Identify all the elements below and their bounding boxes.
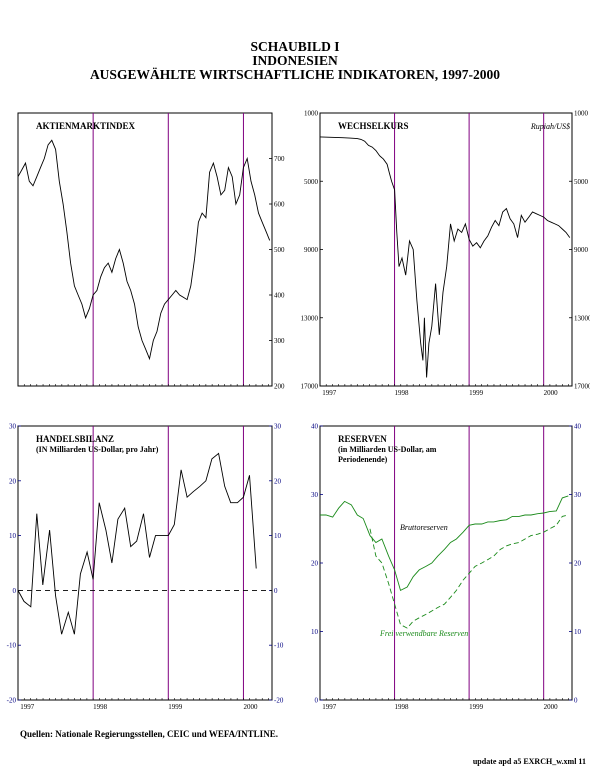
chart4-left-label-4: 40 xyxy=(311,423,319,431)
chart4-right-label-2: 20 xyxy=(574,560,582,568)
chart4-left-label-1: 10 xyxy=(311,628,319,636)
chart3-title: HANDELSBILANZ xyxy=(36,434,114,444)
chart2-left-label-3: 13000 xyxy=(301,314,319,322)
chart4-x-label-3: 2000 xyxy=(544,703,559,711)
chart1-right-label-2: 400 xyxy=(274,292,285,300)
figure-titles: SCHAUBILD I INDONESIEN AUSGEWÄHLTE WIRTS… xyxy=(0,40,590,82)
chart3-left-label-0: -20 xyxy=(7,697,17,705)
chart3-right-label-2: 0 xyxy=(274,587,278,595)
chart2-left-label-1: 5000 xyxy=(304,178,319,186)
chart4-right-label-3: 30 xyxy=(574,491,582,499)
chart3-series-0 xyxy=(17,452,257,635)
chart3-left-label-3: 10 xyxy=(9,532,17,540)
chart3-subtitle: (IN Milliarden US-Dollar, pro Jahr) xyxy=(36,445,159,454)
chart3-right-label-1: -10 xyxy=(274,642,284,650)
chart3-right-label-5: 30 xyxy=(274,423,282,431)
chart3-x-label-3: 2000 xyxy=(243,703,258,711)
figure-country: INDONESIEN xyxy=(252,53,338,68)
chart4-right-label-0: 0 xyxy=(574,697,578,705)
chart2-x-label-1: 1998 xyxy=(395,389,410,397)
chart2-unit-annotation: Rupiah/US$ xyxy=(530,122,570,131)
chart4-right-label-4: 40 xyxy=(574,423,582,431)
chart1-right-label-4: 600 xyxy=(274,201,285,209)
chart3-x-label-1: 1998 xyxy=(93,703,108,711)
chart4-subtitle-0: (in Milliarden US-Dollar, am xyxy=(338,445,437,454)
chart1-right-label-1: 300 xyxy=(274,337,285,345)
chart2-right-label-0: 1000 xyxy=(574,110,589,118)
chart2-x-label-0: 1997 xyxy=(322,389,337,397)
chart4-frame xyxy=(319,425,573,701)
chart4-series-frei-verwendbare-reserven xyxy=(369,514,569,629)
chart4-subtitle-1: Periodenende) xyxy=(338,455,388,464)
chart3-right-label-4: 20 xyxy=(274,477,282,485)
chart2-right-label-4: 17000 xyxy=(574,383,590,391)
chart3-right-label-0: -20 xyxy=(274,697,284,705)
chart4-series-bruttoreserven xyxy=(320,495,569,592)
chart4-left-label-2: 20 xyxy=(311,560,319,568)
chart3-frame xyxy=(17,425,273,701)
chart4-label-frei: Frei verwendbare Reserven xyxy=(379,629,468,638)
chart3-x-label-2: 1999 xyxy=(168,703,183,711)
chart4-right-label-1: 10 xyxy=(574,628,582,636)
chart4-x-label-1: 1998 xyxy=(395,703,410,711)
chart3-left-label-5: 30 xyxy=(9,423,17,431)
chart3-x-label-0: 1997 xyxy=(20,703,35,711)
chart4-left-label-3: 30 xyxy=(311,491,319,499)
chart3-right-label-3: 10 xyxy=(274,532,282,540)
source-note: Quellen: Nationale Regierungsstellen, CE… xyxy=(20,729,278,739)
chart1-title: AKTIENMARKTINDEX xyxy=(36,121,136,131)
chart4-left-label-0: 0 xyxy=(315,697,319,705)
chart2-left-label-2: 9000 xyxy=(304,246,319,254)
chart4-x-label-0: 1997 xyxy=(322,703,337,711)
figure-title: SCHAUBILD I xyxy=(250,39,340,54)
chart3-left-label-4: 20 xyxy=(9,477,17,485)
chart1-right-label-3: 500 xyxy=(274,246,285,254)
chart2-title: WECHSELKURS xyxy=(338,121,409,131)
chart1-right-label-5: 700 xyxy=(274,155,285,163)
chart2-series-0 xyxy=(319,136,571,378)
chart2-x-label-3: 2000 xyxy=(544,389,559,397)
chart3-left-label-1: -10 xyxy=(7,642,17,650)
chart3-left-label-2: 0 xyxy=(13,587,17,595)
chart2-right-label-1: 5000 xyxy=(574,178,589,186)
chart2-right-label-3: 13000 xyxy=(574,314,590,322)
figure-subtitle: AUSGEWÄHLTE WIRTSCHAFTLICHE INDIKATOREN,… xyxy=(89,67,501,82)
chart2-right-label-2: 9000 xyxy=(574,246,589,254)
chart1-right-label-0: 200 xyxy=(274,383,285,391)
chart4-title: RESERVEN xyxy=(338,434,387,444)
chart1-series-0 xyxy=(17,139,271,361)
chart2-left-label-0: 1000 xyxy=(304,110,319,118)
chart2-left-label-4: 17000 xyxy=(301,383,319,391)
chart4-x-label-2: 1999 xyxy=(469,703,484,711)
chart2-frame xyxy=(319,112,573,387)
chart4-label-bruttoreserven: Bruttoreserven xyxy=(400,523,448,532)
file-code: update apd a5 EXRCH_w.xml 11 xyxy=(472,757,586,766)
chart2-x-label-2: 1999 xyxy=(469,389,484,397)
